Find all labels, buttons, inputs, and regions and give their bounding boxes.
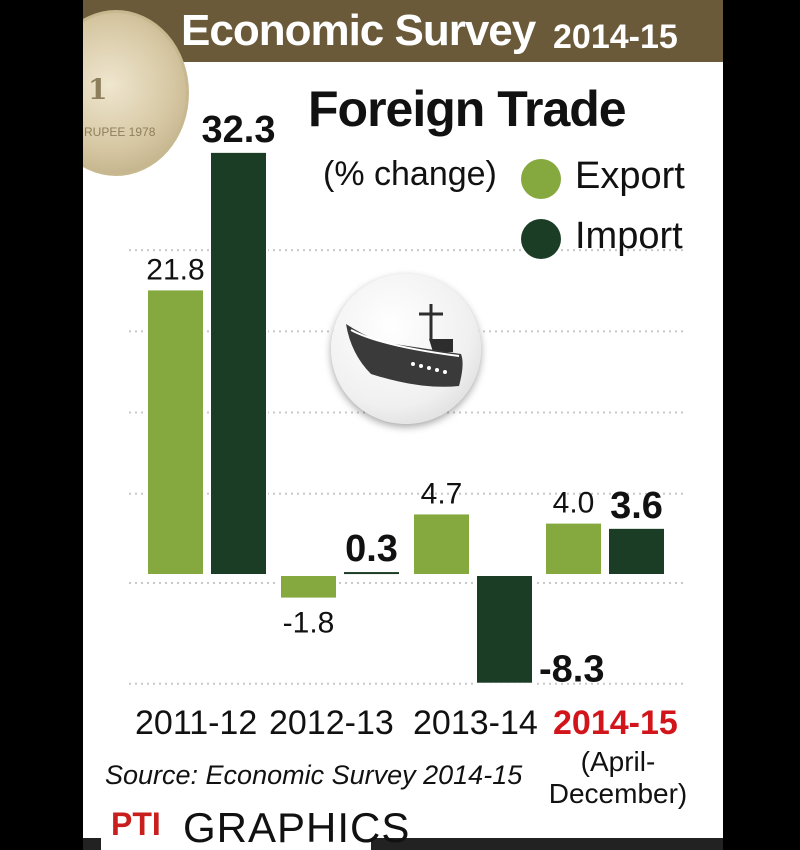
x-tick-label-2013-14: 2013-14 [413, 704, 538, 742]
data-label-export-2014-15: 4.0 [553, 487, 595, 520]
chart-title: Foreign Trade [308, 81, 627, 137]
bar-import-2014-15 [607, 526, 666, 577]
data-label-import-2014-15: 3.6 [610, 485, 663, 527]
source-note: Source: Economic Survey 2014-15 [105, 760, 523, 790]
data-label-export-2011-12: 21.8 [146, 253, 204, 286]
data-label-export-2013-14: 4.7 [421, 477, 463, 510]
brand-text: GRAPHICS [183, 804, 411, 850]
coin-value: 1 [88, 73, 108, 106]
brand-footer: PTI GRAPHICS [101, 800, 409, 850]
header-title: Economic Survey [181, 6, 536, 55]
chart-subtitle: (% change) [323, 155, 497, 193]
header-bar: Economic Survey 2014-15 [83, 0, 723, 62]
x-tick-label-2011-12: 2011-12 [135, 704, 258, 742]
bar-import-2011-12 [209, 150, 268, 576]
header-year: 2014-15 [553, 18, 678, 56]
bar-export-2014-15 [544, 521, 603, 576]
ship-icon [331, 274, 481, 424]
bar-export-2013-14 [412, 512, 471, 576]
legend-swatch-import [521, 219, 561, 259]
x-tick-label-2014-15: 2014-15 [553, 704, 678, 742]
bar-import-2012-13 [342, 570, 401, 577]
bar-import-2013-14 [475, 574, 534, 685]
data-label-import-2012-13: 0.3 [345, 528, 398, 570]
x-tick-label-2012-13: 2012-13 [269, 704, 394, 742]
bar-export-2012-13 [279, 574, 338, 600]
data-label-export-2012-13: -1.8 [283, 607, 335, 640]
data-label-import-2013-14: -8.3 [539, 649, 604, 691]
legend-swatch-export [521, 159, 561, 199]
bar-export-2011-12 [146, 288, 205, 576]
legend-label-export: Export [575, 155, 685, 197]
pti-logo: PTI [111, 806, 161, 842]
infographic-card: Economic Survey 2014-15 1 RUPEE 1978 21.… [83, 0, 723, 850]
period-note: (April-December) [548, 746, 688, 809]
data-label-import-2011-12: 32.3 [202, 109, 276, 151]
legend-label-import: Import [575, 215, 683, 257]
coin-text: RUPEE 1978 [84, 125, 156, 139]
